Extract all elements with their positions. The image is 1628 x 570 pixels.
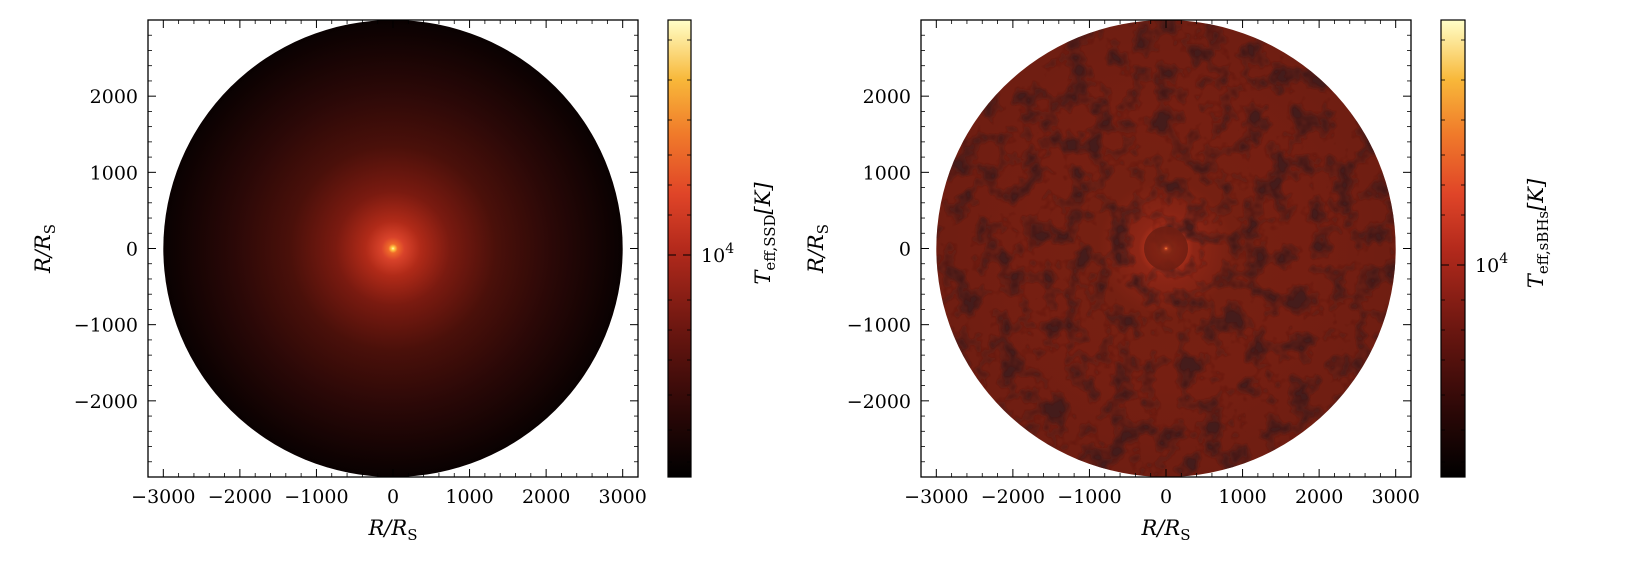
x-axis-label: R/RS	[368, 516, 418, 544]
y-tick-label: −2000	[74, 391, 138, 413]
disk-temperature-map	[163, 20, 623, 477]
disk-image	[936, 20, 1396, 477]
panel-left: −3000 −2000 −1000 0 1000 2000 3000 2000 1000 0 −10…	[31, 19, 779, 544]
x-tick-label: 2000	[522, 486, 570, 508]
x-tick-label: −1000	[284, 486, 348, 508]
x-tick-label: −1000	[1057, 486, 1121, 508]
x-tick-label: 3000	[599, 486, 647, 508]
x-tick-label: −2000	[981, 486, 1045, 508]
y-axis-label: R/RS	[804, 224, 832, 274]
x-tick-label: 3000	[1372, 486, 1420, 508]
panel-right: −3000 −2000 −1000 0 1000 2000 3000 2000 1000 0 −10…	[804, 19, 1552, 544]
x-tick-label: 0	[387, 486, 399, 508]
y-tick-label: 0	[126, 239, 138, 261]
x-tick-label: 0	[1160, 486, 1172, 508]
colorbar-gradient	[667, 19, 692, 478]
x-tick-label: −2000	[208, 486, 272, 508]
y-axis-label: R/RS	[31, 224, 59, 274]
y-tick-label: 0	[899, 239, 911, 261]
y-tick-label: 1000	[90, 162, 138, 184]
colorbar-label: Teff,sBHs[K]	[1524, 178, 1552, 288]
y-tick-label: −1000	[847, 315, 911, 337]
x-tick-label: 2000	[1295, 486, 1343, 508]
y-tick-label: −2000	[847, 391, 911, 413]
y-tick-label: 2000	[90, 86, 138, 108]
disk-core	[1144, 226, 1188, 271]
colorbar-tick-label: 104	[1475, 251, 1508, 277]
colorbar: 104 Teff,SSD[K]	[667, 19, 779, 478]
colorbar-tick-label: 104	[701, 241, 734, 267]
x-tick-label: −3000	[904, 486, 968, 508]
colorbar-gradient	[1440, 19, 1466, 478]
y-tick-label: −1000	[74, 315, 138, 337]
colorbar-label: Teff,SSD[K]	[751, 182, 779, 285]
x-tick-label: 1000	[1218, 486, 1266, 508]
y-tick-label: 2000	[863, 86, 911, 108]
x-tick-label: −3000	[131, 486, 195, 508]
x-axis-label: R/RS	[1141, 516, 1191, 544]
x-tick-label: 1000	[445, 486, 493, 508]
y-tick-label: 1000	[863, 162, 911, 184]
colorbar: 104 Teff,sBHs[K]	[1440, 19, 1552, 478]
disk-image	[163, 20, 623, 477]
